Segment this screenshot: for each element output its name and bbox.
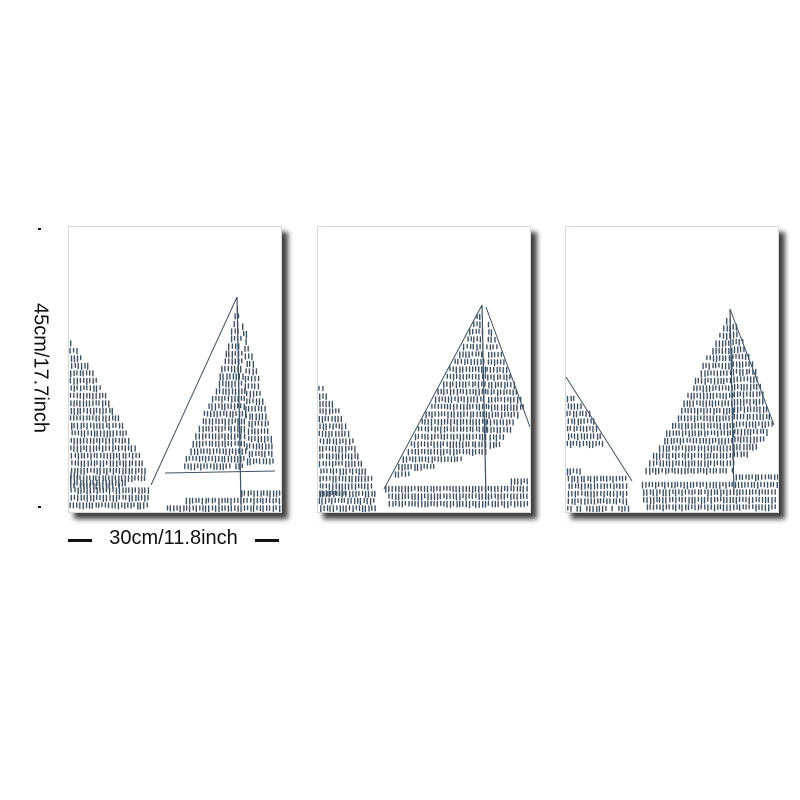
- sail-left-boat-a: [318, 385, 376, 498]
- sail-right-boat-b-1: [184, 305, 247, 471]
- height-dimension-label: 45cm/17.7inch: [29, 302, 52, 434]
- hull-left-boat-a: [69, 472, 150, 510]
- hull-left-boat-a: [318, 490, 376, 512]
- width-dimension-line-right: [255, 539, 279, 542]
- mast-boat-b: [236, 296, 242, 506]
- sailboat-artwork-center: [318, 304, 530, 512]
- boom-boat-b: [164, 470, 276, 474]
- mast-boat-b: [481, 304, 487, 500]
- forestay-boat-b: [485, 306, 530, 428]
- canvas-panel-center: [317, 226, 531, 513]
- width-dimension-line-left: [68, 539, 92, 542]
- rigging-line-boat-b: [150, 296, 238, 486]
- width-dimension-label: 30cm/11.8inch: [109, 527, 238, 549]
- sailboat-artwork-left: [69, 296, 281, 512]
- canvas-panel-left: [68, 226, 282, 513]
- canvas-panel-right: [565, 226, 779, 513]
- sailboat-artwork-right: [566, 308, 778, 512]
- hull-boat-b: [166, 490, 281, 512]
- forestay-boat-b: [729, 308, 775, 426]
- sail-center-boat-b-1: [394, 313, 488, 478]
- sail-center-boat-b-2: [486, 321, 524, 449]
- sail-right-boat-b-2: [732, 323, 773, 458]
- rigging-line-boat-b: [383, 304, 483, 490]
- sail-right-boat-b-2: [242, 323, 274, 466]
- sail-left-boat-a: [566, 395, 604, 449]
- sail-right-boat-b-1: [645, 317, 735, 476]
- hull-center-boat: [385, 478, 529, 509]
- rigging-line-boat-a: [566, 376, 633, 482]
- hull-right-boat: [641, 474, 778, 512]
- sail-left-boat-a: [69, 340, 146, 490]
- height-label-backdrop: 45cm/17.7inch: [26, 230, 54, 506]
- mast-boat-b: [729, 308, 735, 496]
- hull-left-boat-a: [566, 468, 630, 512]
